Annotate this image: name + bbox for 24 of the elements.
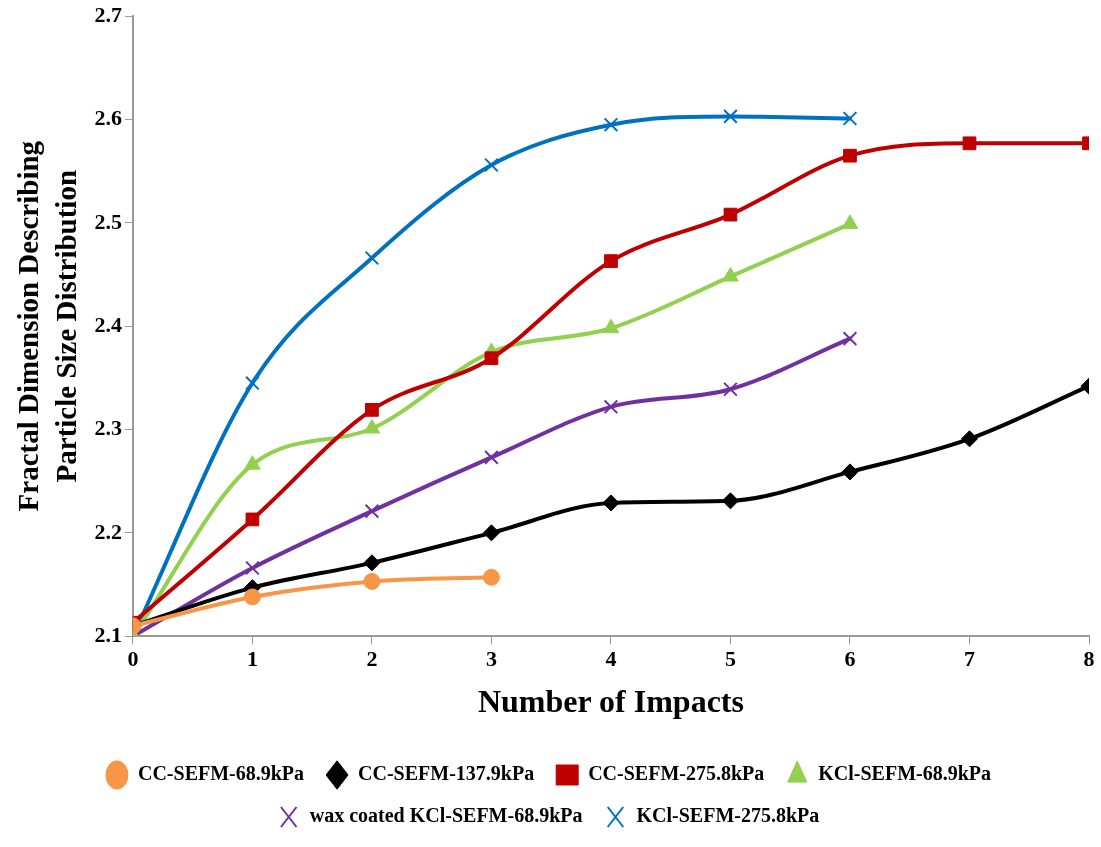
x-tick-label: 7 — [963, 646, 975, 672]
y-tick-label: 2.5 — [94, 208, 122, 234]
y-tick-label: 2.7 — [94, 1, 122, 27]
x-tick-label: 4 — [605, 646, 617, 672]
x-axis-title: Number of Impacts — [477, 683, 744, 720]
y-axis-title: Fractal Dimension Describing Particle Size Distribution — [12, 140, 83, 512]
x-tick-label: 6 — [844, 646, 856, 672]
x-tick-label: 8 — [1083, 646, 1095, 672]
y-tick-label: 2.6 — [94, 105, 122, 131]
x-tick-label: 3 — [485, 646, 497, 672]
y-tick-label: 2.1 — [94, 621, 122, 647]
y-tick-label: 2.3 — [94, 415, 122, 441]
legend-label: wax coated KCl-SEFM-68.9kPa — [309, 804, 583, 827]
legend-label: KCl-SEFM-275.8kPa — [636, 804, 820, 827]
y-tick-label: 2.4 — [94, 311, 122, 337]
legend-label: CC-SEFM-275.8kPa — [588, 762, 765, 785]
x-tick-label: 2 — [366, 646, 378, 672]
legend-label: KCl-SEFM-68.9kPa — [818, 762, 992, 785]
x-tick-label: 1 — [246, 646, 258, 672]
x-tick-label: 5 — [724, 646, 736, 672]
y-tick-label: 2.2 — [94, 518, 122, 544]
legend-label: CC-SEFM-137.9kPa — [358, 762, 535, 785]
legend-label: CC-SEFM-68.9kPa — [137, 762, 305, 785]
x-tick-label: 0 — [127, 646, 139, 672]
